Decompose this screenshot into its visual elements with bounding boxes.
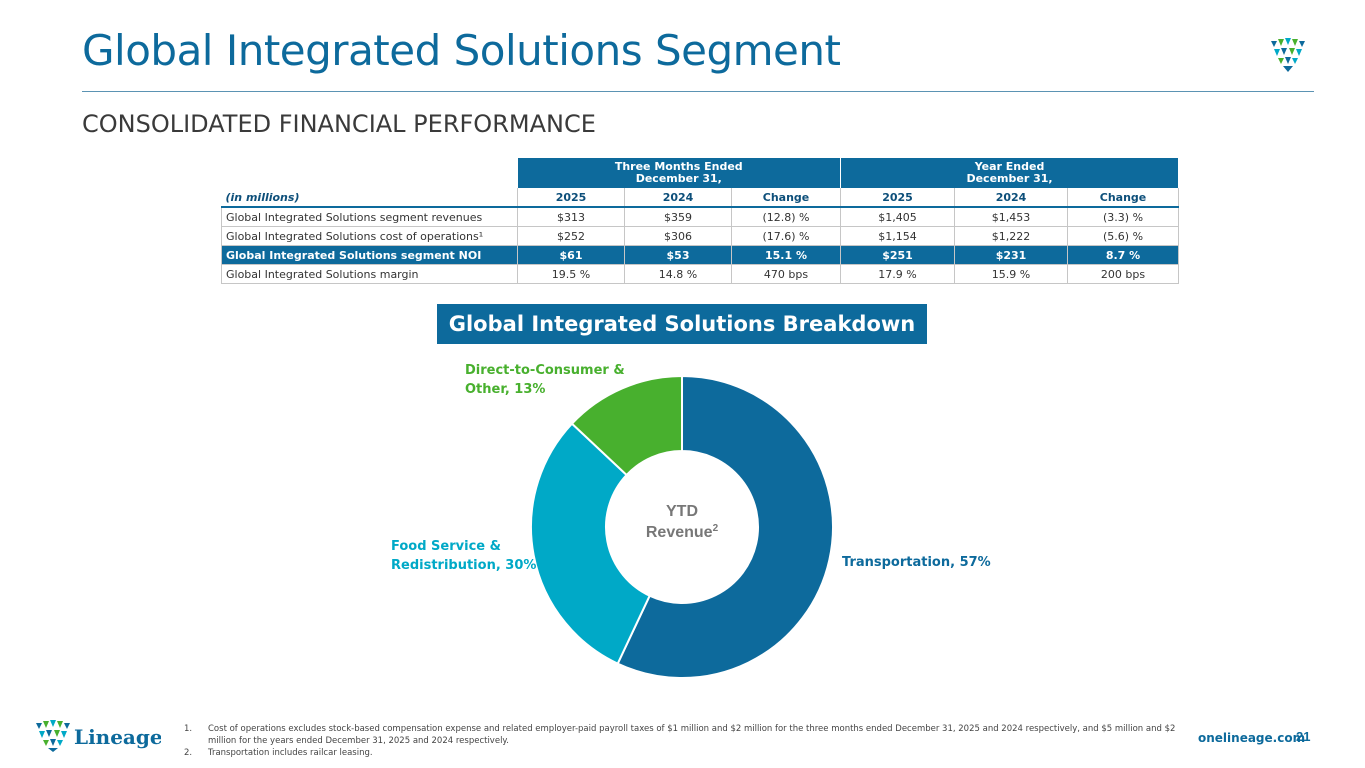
lineage-logo: Lineage (36, 720, 161, 752)
table-cell: $1,405 (840, 207, 956, 227)
column-header: Change (731, 188, 842, 208)
column-header: 2024 (624, 188, 732, 208)
column-header: (in millions) (221, 188, 518, 208)
table-cell: $306 (624, 226, 732, 246)
footnotes: 1. Cost of operations excludes stock-bas… (184, 723, 1184, 759)
data-label-food-service: Food Service & Redistribution, 30% (391, 539, 537, 573)
page-number: 21 (1296, 729, 1311, 744)
slice-direct-to-consumer (570, 374, 683, 477)
lineage-mark-icon (1271, 38, 1305, 72)
page-title: Global Integrated Solutions Segment (82, 26, 841, 75)
website-link[interactable]: onelineage.com (1198, 731, 1306, 745)
table-cell: 8.7 % (1067, 245, 1180, 265)
table-cell: $1,154 (840, 226, 956, 246)
table-cell: 17.9 % (840, 264, 956, 284)
table-row: Global Integrated Solutions cost of oper… (221, 226, 1180, 246)
slice-food-service (530, 422, 651, 665)
title-divider (82, 91, 1314, 92)
lineage-mark-icon (36, 720, 70, 752)
data-label-direct-to-consumer: Direct-to-Consumer & Other, 13% (465, 363, 625, 397)
table-cell: (17.6) % (731, 226, 842, 246)
table-cell: (3.3) % (1067, 207, 1180, 227)
column-header: 2025 (517, 188, 625, 208)
donut-center-label-2: Revenue2 (646, 523, 719, 541)
revenue-donut-chart: YTD Revenue2 (530, 374, 834, 679)
table-cell: (12.8) % (731, 207, 842, 227)
table-column-header-row: (in millions) 2025 2024 Change 2025 2024… (221, 188, 1180, 208)
table-cell: 15.9 % (954, 264, 1069, 284)
table-cell: $359 (624, 207, 732, 227)
column-header: 2025 (840, 188, 956, 208)
section-subtitle: CONSOLIDATED FINANCIAL PERFORMANCE (82, 110, 596, 138)
footnote-1: 1. Cost of operations excludes stock-bas… (184, 724, 1176, 746)
row-label: Global Integrated Solutions segment reve… (221, 207, 518, 227)
row-label: Global Integrated Solutions margin (221, 264, 518, 284)
row-label: Global Integrated Solutions segment NOI (221, 245, 518, 265)
table-cell: 200 bps (1067, 264, 1180, 284)
footnote-2: 2. Transportation includes railcar leasi… (184, 748, 373, 758)
table-cell: 14.8 % (624, 264, 732, 284)
table-row: Global Integrated Solutions segment reve… (221, 207, 1180, 227)
table-cell: 470 bps (731, 264, 842, 284)
column-header: Change (1067, 188, 1180, 208)
table-cell: 19.5 % (517, 264, 625, 284)
table-cell: $313 (517, 207, 625, 227)
table-cell: (5.6) % (1067, 226, 1180, 246)
donut-center-label: YTD (666, 503, 698, 520)
table-group-header-row: Three Months Ended December 31, Year End… (221, 158, 1180, 188)
financial-table: Three Months Ended December 31, Year End… (221, 158, 1180, 284)
row-label: Global Integrated Solutions cost of oper… (221, 226, 518, 246)
table-cell: $1,453 (954, 207, 1069, 227)
table-cell: $53 (624, 245, 732, 265)
table-cell: $61 (517, 245, 625, 265)
table-row-highlight: Global Integrated Solutions segment NOI … (221, 245, 1180, 265)
group-header-three-months: Three Months Ended December 31, (517, 158, 842, 188)
table-cell: $251 (840, 245, 956, 265)
table-cell: $252 (517, 226, 625, 246)
table-cell: 15.1 % (731, 245, 842, 265)
table-cell: $1,222 (954, 226, 1069, 246)
data-label-transportation: Transportation, 57% (842, 555, 991, 570)
slice-transportation (616, 374, 834, 679)
table-cell: $231 (954, 245, 1069, 265)
breakdown-banner: Global Integrated Solutions Breakdown (437, 304, 927, 344)
svg-text:Lineage: Lineage (74, 725, 161, 749)
column-header: 2024 (954, 188, 1069, 208)
group-header-year-ended: Year Ended December 31, (840, 158, 1180, 188)
table-row: Global Integrated Solutions margin 19.5 … (221, 264, 1180, 284)
